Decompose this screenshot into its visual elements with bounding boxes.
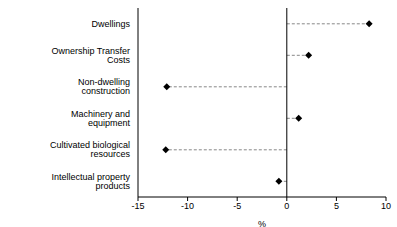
- svg-text:Machinery andequipment: Machinery andequipment: [71, 109, 131, 128]
- svg-text:Intellectual propertyproducts: Intellectual propertyproducts: [51, 172, 130, 191]
- svg-text:5: 5: [334, 201, 339, 211]
- svg-text:-15: -15: [131, 201, 144, 211]
- svg-text:Dwellings: Dwellings: [91, 19, 130, 29]
- svg-text:0: 0: [284, 201, 289, 211]
- svg-text:Ownership TransferCosts: Ownership TransferCosts: [51, 46, 130, 65]
- svg-text:Non-dwellingconstruction: Non-dwellingconstruction: [78, 77, 130, 96]
- svg-text:-5: -5: [233, 201, 241, 211]
- svg-text:10: 10: [381, 201, 389, 211]
- svg-text:%: %: [258, 219, 266, 227]
- svg-text:-10: -10: [181, 201, 194, 211]
- svg-text:Cultivated biologicalresources: Cultivated biologicalresources: [50, 140, 131, 159]
